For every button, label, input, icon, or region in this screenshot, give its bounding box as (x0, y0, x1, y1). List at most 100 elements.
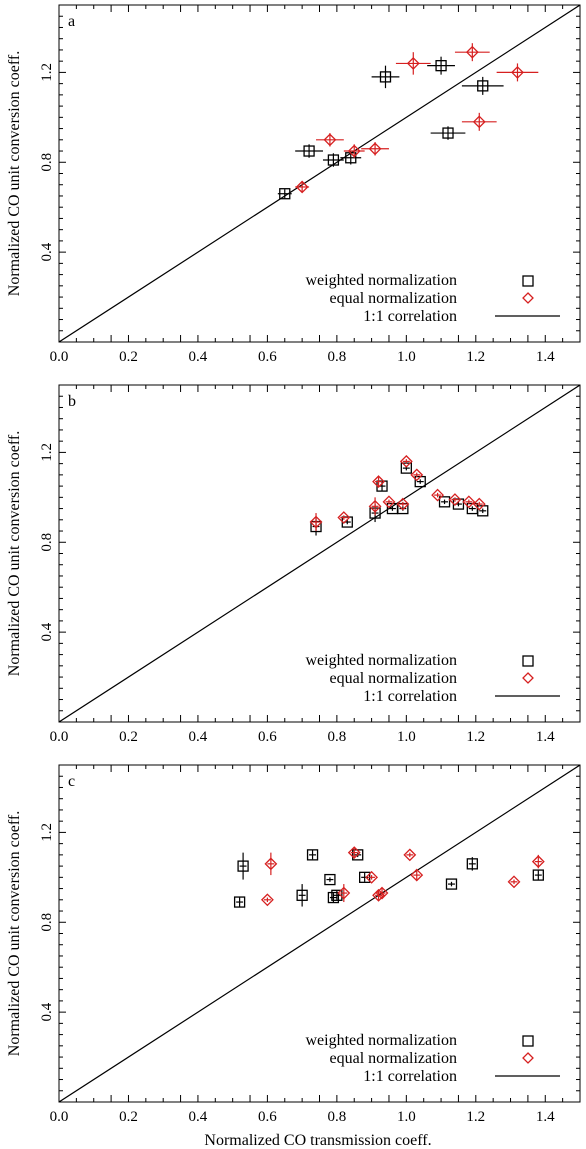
legend-diamond-icon (522, 1052, 534, 1064)
legend-weighted-label: weighted normalization (305, 652, 457, 669)
chart-panel-b: 0.0 0.2 0.4 0.6 0.8 1.0 1.2 1.4 0.4 0.8 1.2 b Normal… (6, 384, 581, 745)
x-tick-label: 1.2 (466, 729, 485, 745)
data-point (438, 496, 451, 508)
data-point (507, 875, 521, 889)
legend-equal-label: equal normalization (329, 1050, 457, 1067)
square-marker (435, 60, 447, 72)
data-point (427, 56, 455, 75)
diamond-marker (531, 855, 545, 869)
panel-label: c (68, 773, 75, 790)
x-tick-label: 0.4 (189, 1109, 208, 1125)
data-point (382, 495, 396, 509)
x-tick-label: 1.0 (397, 349, 416, 365)
diamond-marker (323, 133, 337, 147)
diamond-marker (382, 495, 396, 509)
data-point (372, 475, 385, 489)
data-point (343, 144, 365, 158)
data-point (347, 846, 361, 860)
x-tick-label: 1.4 (536, 349, 555, 365)
data-point (403, 848, 417, 862)
diamond-marker (462, 495, 476, 509)
y-tick-label: 0.8 (39, 913, 55, 932)
square-marker (532, 869, 544, 881)
x-tick-label: 0.2 (119, 349, 138, 365)
data-point (316, 133, 344, 147)
panel-label: a (68, 13, 75, 30)
diamond-marker (448, 493, 462, 506)
series-weighted (310, 462, 489, 536)
square-marker (327, 891, 340, 904)
y-tick-label: 0.4 (39, 242, 55, 261)
series-equal (309, 454, 486, 532)
data-point (461, 76, 504, 95)
data-point (461, 112, 497, 131)
panel-label: b (68, 393, 76, 410)
x-tick-label: 0.2 (119, 1109, 138, 1125)
x-tick-label: 0.8 (327, 1109, 346, 1125)
data-point (322, 153, 344, 167)
legend-diamond-icon (522, 292, 534, 304)
data-point (430, 126, 466, 140)
diamond-marker (260, 893, 274, 907)
legend-equal-label: equal normalization (329, 290, 457, 307)
square-marker (466, 858, 478, 870)
square-marker (303, 145, 315, 157)
legend-weighted-label: weighted normalization (305, 1032, 457, 1049)
square-marker (331, 889, 343, 901)
diamond-marker (410, 468, 424, 482)
data-point (448, 493, 462, 506)
legend-correlation-label: 1:1 correlation (363, 308, 457, 325)
square-marker (237, 860, 249, 872)
data-point (472, 497, 486, 511)
diamond-marker (309, 515, 323, 529)
data-point (466, 502, 478, 515)
chart-panel-c: 0.0 0.2 0.4 0.6 0.8 1.0 1.2 1.4 0.4 0.8 1.2 c Normal… (6, 764, 581, 1125)
diamond-marker (410, 868, 424, 882)
y-axis-label: Normalized CO unit conversion coeff. (6, 431, 23, 676)
data-point (296, 884, 308, 907)
x-tick-label: 1.2 (466, 349, 485, 365)
diamond-marker (368, 142, 382, 156)
data-point (395, 52, 431, 75)
diamond-marker (396, 497, 410, 511)
diamond-marker (264, 857, 278, 871)
legend-correlation-label: 1:1 correlation (363, 688, 457, 705)
square-marker (327, 154, 340, 166)
x-tick-label: 1.4 (536, 1109, 555, 1125)
diamond-marker (295, 180, 309, 194)
data-point (532, 869, 544, 881)
square-marker (306, 849, 319, 861)
x-tick-label: 0.6 (258, 729, 277, 745)
x-tick-label: 1.0 (397, 729, 416, 745)
data-point (371, 65, 400, 89)
data-point (531, 854, 545, 869)
data-point (309, 513, 323, 532)
diamond-marker (337, 511, 351, 524)
x-axis-label: Normalized CO transmission coeff. (204, 1132, 431, 1149)
legend-square-icon (522, 1035, 534, 1047)
x-tick-label: 0.0 (50, 1109, 69, 1125)
data-point (337, 884, 351, 903)
x-tick-label: 0.8 (327, 729, 346, 745)
data-point (466, 857, 478, 871)
data-point (414, 475, 426, 488)
data-point (233, 896, 246, 908)
x-tick-label: 0.6 (258, 1109, 277, 1125)
data-point (399, 454, 413, 468)
data-point (396, 497, 410, 511)
y-tick-label: 1.2 (39, 443, 55, 462)
diamond-marker (372, 475, 385, 489)
series-weighted (233, 849, 544, 908)
x-tick-label: 0.4 (189, 349, 208, 365)
correlation-line (59, 385, 580, 722)
data-point (410, 468, 424, 482)
square-marker (438, 496, 451, 508)
x-tick-label: 1.4 (536, 729, 555, 745)
y-tick-label: 0.8 (39, 153, 55, 172)
diamond-marker (507, 875, 521, 889)
y-tick-label: 1.2 (39, 63, 55, 82)
x-tick-label: 0.4 (189, 729, 208, 745)
square-marker (233, 896, 246, 908)
diamond-marker (365, 870, 379, 884)
